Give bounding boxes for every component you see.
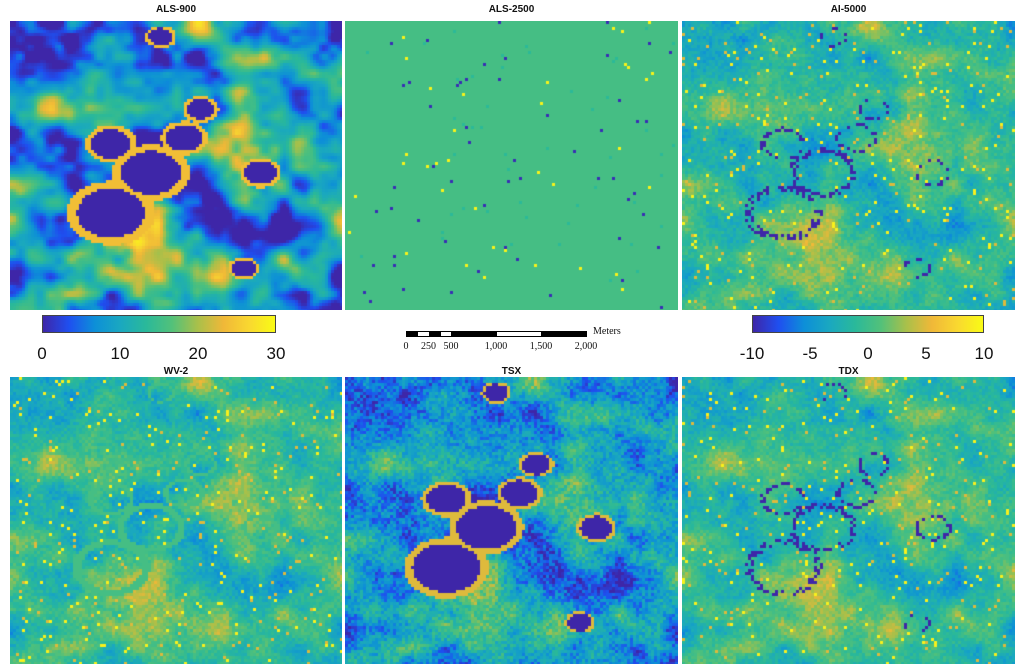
panel-wv-2: WV-2	[10, 362, 342, 667]
panel-als-900: ALS-900	[10, 0, 342, 310]
colorbar-gradient	[752, 315, 984, 333]
colorbar-tick-label: -5	[802, 344, 818, 363]
panel-title: ALS-900	[155, 4, 196, 15]
colorbar-tick-label: 0	[37, 344, 47, 363]
panel-title: AI-5000	[830, 4, 867, 15]
panel-tdx: TDX	[682, 362, 1015, 667]
scale-bar-tick-label: 2,000	[574, 341, 598, 352]
colorbar-tick-label: 30	[266, 344, 286, 363]
panel-title: ALS-2500	[488, 4, 535, 15]
panel-tsx: TSX	[345, 362, 678, 667]
colorbar-tick-label: 20	[188, 344, 208, 363]
colorbar-right-ticks: -10 -5 0 5 10	[740, 344, 994, 366]
panel-als-2500: ALS-2500	[345, 0, 678, 310]
colorbar-tick-label: 5	[921, 344, 931, 363]
scale-bar: Meters 0 250 500 1,000 1,500 2,000	[403, 326, 621, 361]
scale-bar-segment	[451, 331, 497, 337]
raster-map	[345, 377, 678, 664]
raster-map	[10, 377, 342, 664]
scale-bar-tick-label: 1,500	[529, 341, 553, 352]
colorbar-gradient	[42, 315, 276, 333]
panel-title: TSX	[501, 366, 522, 377]
colorbar-tick-label: 0	[863, 344, 873, 363]
scale-bar-segment	[541, 331, 587, 337]
colorbar-tick-label: 10	[110, 344, 130, 363]
panel-ai-5000: AI-5000	[682, 0, 1015, 310]
colorbar-tick-label: -10	[739, 344, 765, 363]
raster-map	[682, 377, 1015, 664]
scale-bar-segment	[496, 331, 542, 337]
scale-bar-tick-label: 500	[443, 341, 459, 352]
colorbar-left-ticks: 0 10 20 30	[37, 344, 285, 366]
colorbar-tick-label: 10	[974, 344, 994, 363]
raster-map	[682, 21, 1015, 310]
raster-map	[345, 21, 678, 310]
scale-bar-tick-label: 0	[403, 341, 409, 352]
panel-title: TDX	[838, 366, 859, 377]
panel-title: WV-2	[163, 366, 189, 377]
scale-bar-tick-label: 1,000	[484, 341, 508, 352]
raster-map	[10, 21, 342, 310]
scale-bar-unit: Meters	[593, 326, 621, 337]
colorbar-left	[42, 315, 276, 333]
scale-bar-tick-label: 250	[421, 341, 436, 352]
colorbar-right	[752, 315, 984, 333]
